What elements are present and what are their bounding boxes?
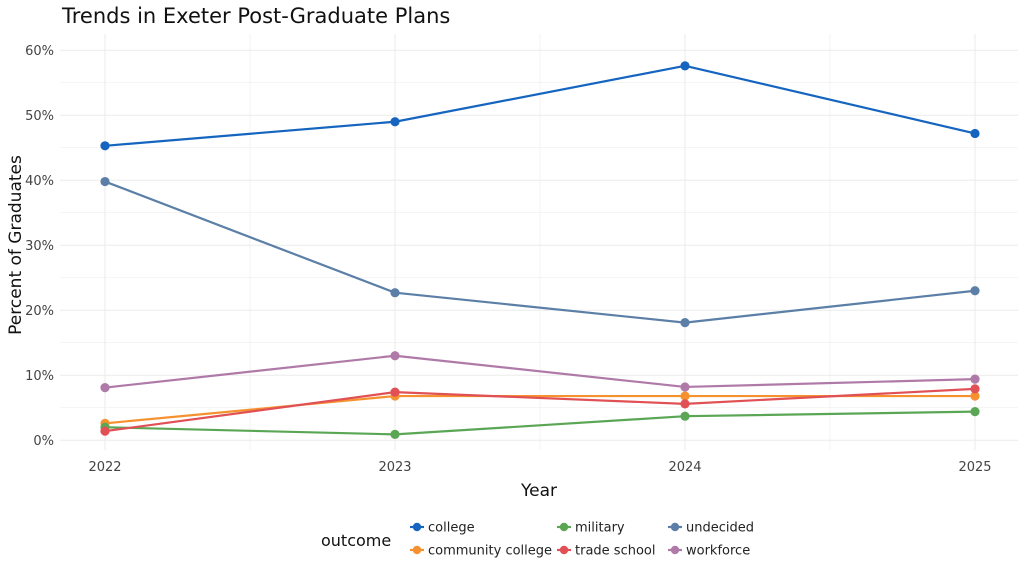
y-axis-ticks: 0% 10% 20% 30% 40% 50% 60% [25, 44, 54, 449]
data-point-trade-school [680, 399, 690, 409]
legend-key-point [670, 522, 680, 532]
series-line-workforce [104, 354, 976, 389]
data-point-community-college [970, 391, 980, 401]
y-tick-label: 30% [25, 239, 54, 254]
data-point-college [390, 117, 400, 127]
legend-key-point [559, 545, 569, 555]
data-point-workforce [970, 374, 980, 384]
legend-label: trade school [575, 544, 655, 559]
data-point-workforce [390, 351, 400, 361]
legend-label: military [575, 521, 625, 536]
legend-item-workforce: workforce [668, 544, 750, 559]
x-axis-ticks: 2022 2023 2024 2025 [88, 460, 991, 475]
data-point-military [970, 407, 980, 417]
data-point-workforce [100, 383, 110, 393]
legend-item-community-college: community college [410, 544, 552, 559]
legend-item-undecided: undecided [668, 521, 754, 536]
legend-item-college: college [410, 521, 475, 536]
data-point-undecided [390, 288, 400, 298]
x-axis-title: Year [520, 481, 557, 501]
y-tick-label: 50% [25, 109, 54, 124]
data-point-community-college [680, 391, 690, 401]
series-lines [104, 64, 976, 436]
data-point-trade-school [100, 426, 110, 436]
legend-key-point [412, 545, 422, 555]
legend-label: workforce [686, 544, 750, 559]
legend-item-military: military [557, 521, 625, 536]
y-tick-label: 60% [25, 44, 54, 59]
data-point-college [680, 61, 690, 71]
y-tick-label: 20% [25, 304, 54, 319]
legend-item-trade-school: trade school [557, 544, 655, 559]
data-point-workforce [680, 382, 690, 392]
x-tick-label: 2025 [958, 460, 991, 475]
legend-key-point [559, 522, 569, 532]
grid [60, 34, 1018, 450]
legend-label: college [428, 521, 475, 536]
data-point-undecided [680, 318, 690, 328]
legend-label: community college [428, 544, 552, 559]
series-line-trade-school [104, 387, 976, 433]
data-point-military [680, 411, 690, 421]
y-tick-label: 0% [33, 434, 54, 449]
data-point-trade-school [390, 387, 400, 397]
data-point-college [970, 128, 980, 139]
data-point-undecided [970, 286, 980, 296]
legend-label: undecided [686, 521, 754, 536]
x-tick-label: 2023 [378, 460, 411, 475]
legend: college community college military trade sc… [410, 521, 754, 559]
series-line-military [104, 410, 976, 436]
legend-title: outcome [321, 531, 391, 550]
legend-key-point [670, 545, 680, 555]
data-point-undecided [100, 176, 110, 187]
data-point-military [390, 429, 400, 439]
x-tick-label: 2024 [668, 460, 701, 475]
series-line-college [104, 64, 976, 147]
series-points [100, 61, 980, 439]
chart-title: Trends in Exeter Post-Graduate Plans [61, 4, 450, 28]
data-point-trade-school [970, 384, 980, 394]
y-tick-label: 10% [25, 369, 54, 384]
y-axis-title: Percent of Graduates [6, 155, 26, 335]
y-tick-label: 40% [25, 174, 54, 189]
x-tick-label: 2022 [88, 460, 121, 475]
legend-key-point [412, 522, 422, 532]
series-line-undecided [104, 180, 976, 324]
data-point-college [100, 141, 110, 151]
